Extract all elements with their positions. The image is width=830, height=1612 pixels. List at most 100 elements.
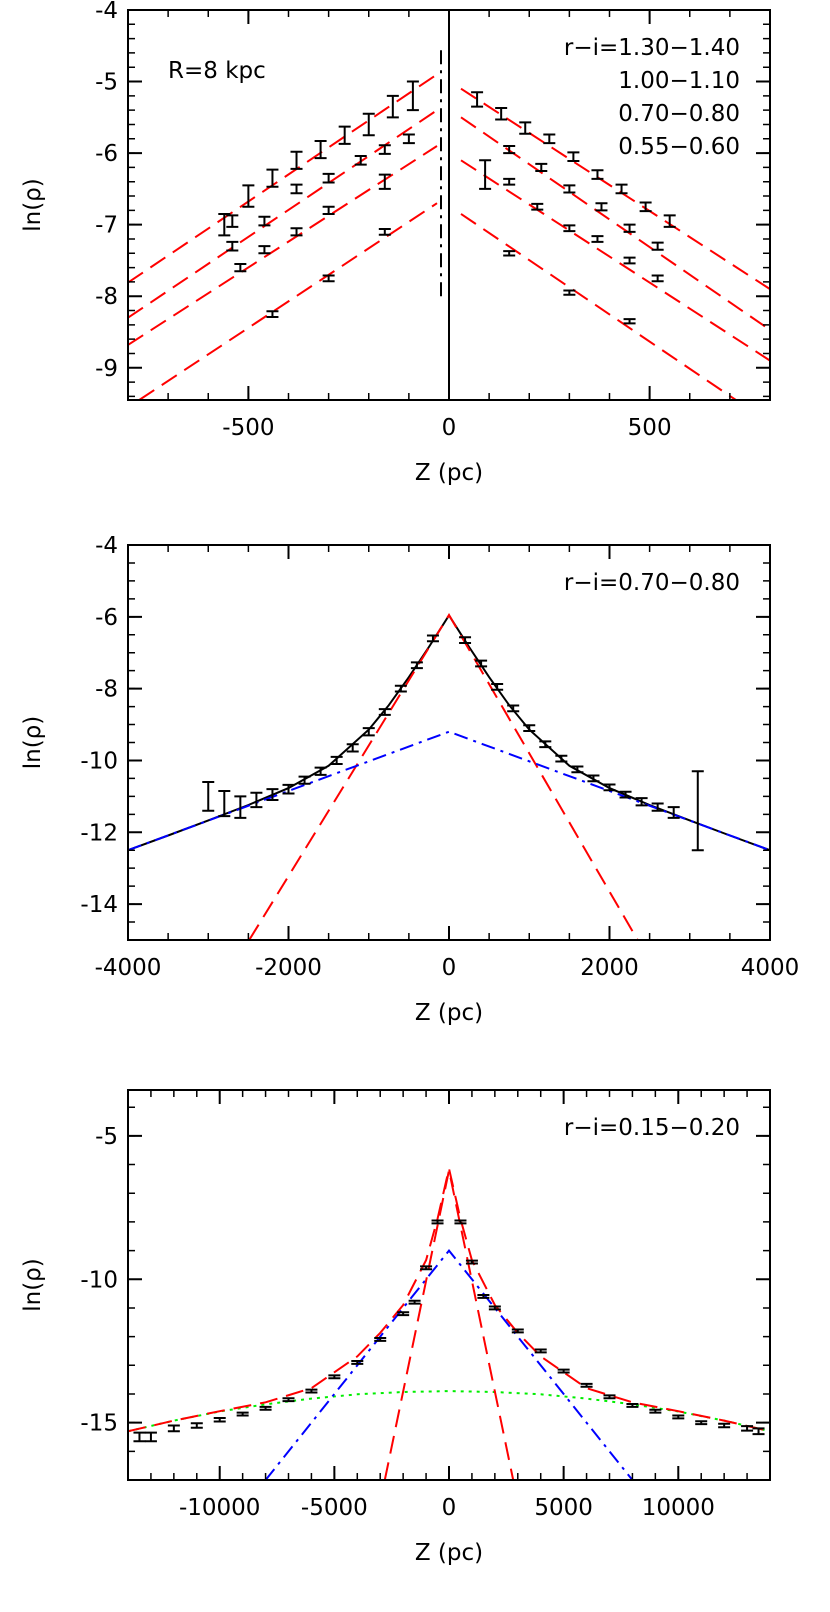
x-tick-label: -5000: [301, 1495, 368, 1521]
error-bar: [218, 789, 231, 818]
error-bar: [167, 1424, 180, 1433]
x-tick-label: -4000: [95, 955, 162, 981]
error-bar: [351, 1359, 364, 1365]
error-bar: [619, 790, 632, 799]
error-bar: [234, 795, 247, 819]
y-tick-label: -5: [95, 1124, 118, 1150]
y-tick-label: -4: [95, 533, 118, 559]
error-bar: [651, 274, 664, 283]
error-bar: [595, 202, 608, 212]
error-bar: [378, 173, 391, 190]
model-line: [128, 145, 438, 346]
error-bar: [535, 162, 548, 173]
error-bar: [133, 1431, 146, 1443]
legend-entry: r−i=0.15−0.20: [564, 1115, 740, 1141]
error-bar: [305, 1388, 318, 1394]
error-bar: [651, 802, 664, 812]
x-tick-label: 4000: [741, 955, 800, 981]
error-bar: [420, 1265, 433, 1271]
error-bar: [378, 144, 391, 155]
error-bar: [190, 1422, 203, 1429]
error-bar: [635, 797, 648, 807]
y-tick-label: -8: [95, 284, 118, 310]
error-bar: [314, 766, 327, 776]
y-tick-label: -6: [95, 605, 118, 631]
error-bar: [523, 724, 536, 733]
error-bar: [266, 788, 279, 801]
error-bar: [479, 159, 492, 190]
model-line: [248, 613, 639, 940]
x-tick-label: 500: [628, 415, 672, 441]
error-bar: [144, 1431, 157, 1443]
error-bar: [591, 169, 604, 180]
x-axis-label: Z (pc): [415, 460, 483, 486]
error-bar: [718, 1422, 731, 1429]
y-tick-label: -8: [95, 677, 118, 703]
x-tick-label: 0: [442, 415, 457, 441]
error-bar: [580, 1382, 593, 1388]
error-bar: [354, 154, 367, 166]
error-bar: [471, 91, 484, 108]
y-tick-label: -9: [95, 356, 118, 382]
error-bar: [213, 1417, 226, 1423]
y-tick-label: -14: [80, 892, 118, 918]
annotation: R=8 kpc: [168, 58, 266, 84]
error-bar: [623, 256, 636, 265]
error-bar: [649, 1408, 662, 1414]
model-line: [128, 109, 438, 319]
error-bar: [338, 125, 351, 145]
error-bar: [695, 1420, 708, 1426]
error-bar: [623, 318, 636, 325]
error-bar: [587, 774, 600, 783]
panel: r−i=1.30−1.40 1.00−1.10 0.70−0.80 0.55−0.60…: [20, 0, 771, 486]
x-tick-label: 0: [442, 955, 457, 981]
error-bar: [507, 704, 520, 713]
error-bar: [386, 94, 399, 119]
model-line: [460, 159, 770, 362]
y-tick-label: -12: [80, 820, 118, 846]
error-bar: [406, 80, 419, 112]
error-bar: [672, 1414, 685, 1420]
error-bar: [623, 223, 636, 233]
error-bar: [290, 183, 303, 195]
error-bar: [488, 1305, 501, 1311]
error-bar: [362, 727, 375, 737]
error-bar: [534, 1348, 547, 1354]
error-bar: [314, 139, 327, 160]
panel: r−i=0.70−0.80 -4000 -2000 0 2000 4000 -4 -6 -8 -1…: [20, 533, 799, 1026]
y-tick-label: -10: [80, 1267, 118, 1293]
y-tick-label: -6: [95, 141, 118, 167]
legend-entry: r−i=1.30−1.40: [564, 35, 740, 61]
error-bar: [298, 775, 311, 785]
error-bar: [626, 1403, 639, 1408]
y-tick-label: -10: [80, 748, 118, 774]
error-bar: [250, 791, 263, 809]
panel: r−i=0.15−0.20 -10000 -5000 0 5000 10000 -5 -10 -…: [20, 1089, 771, 1566]
error-bar: [322, 172, 335, 184]
error-bar: [503, 144, 516, 155]
model-line: [460, 213, 737, 400]
legend-entry: r−i=0.70−0.80: [564, 570, 740, 596]
model-line: [128, 1168, 770, 1433]
error-bar: [426, 634, 439, 643]
error-bar: [234, 263, 247, 273]
error-bar: [511, 1328, 524, 1334]
error-bar: [691, 770, 704, 852]
error-bar: [218, 212, 231, 237]
error-bar: [667, 806, 680, 819]
y-axis-label: ln(ρ): [20, 716, 46, 770]
error-bar: [408, 1299, 421, 1305]
error-bar: [663, 214, 676, 228]
error-bar: [563, 289, 576, 296]
error-bar: [539, 740, 552, 749]
error-bar: [603, 1394, 616, 1400]
error-bar: [328, 1374, 341, 1380]
error-bar: [394, 684, 407, 693]
error-bar: [454, 1219, 467, 1225]
x-tick-label: 0: [442, 1495, 457, 1521]
model-line: [138, 202, 438, 400]
error-bar: [465, 1259, 478, 1265]
error-bar: [226, 214, 239, 228]
error-bar: [378, 227, 391, 236]
